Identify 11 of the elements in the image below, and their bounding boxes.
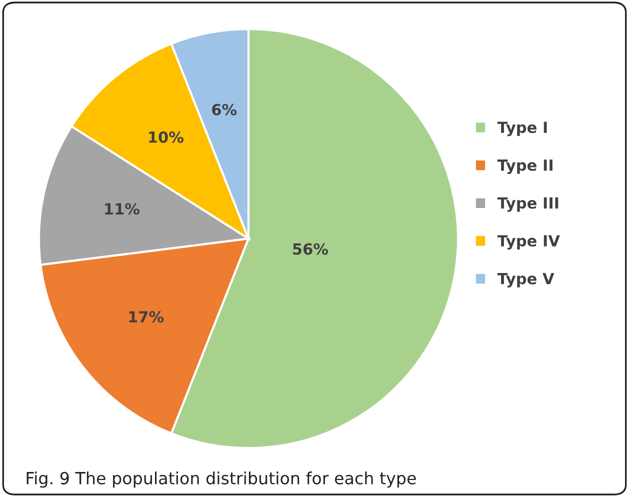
data-label: 10% (149, 131, 184, 143)
legend-label: Type V (497, 273, 554, 288)
legend-label: Type IV (497, 235, 560, 250)
data-label: 11% (105, 203, 140, 215)
data-label: 56% (293, 243, 328, 255)
legend-label: Type III (497, 197, 558, 212)
legend-label: Type I (497, 122, 547, 136)
data-label: 6% (212, 104, 237, 116)
data-label: 17% (129, 311, 164, 323)
legend-label: Type II (497, 160, 552, 174)
caption: Fig. 9 The population distribution for each type (26, 472, 416, 488)
